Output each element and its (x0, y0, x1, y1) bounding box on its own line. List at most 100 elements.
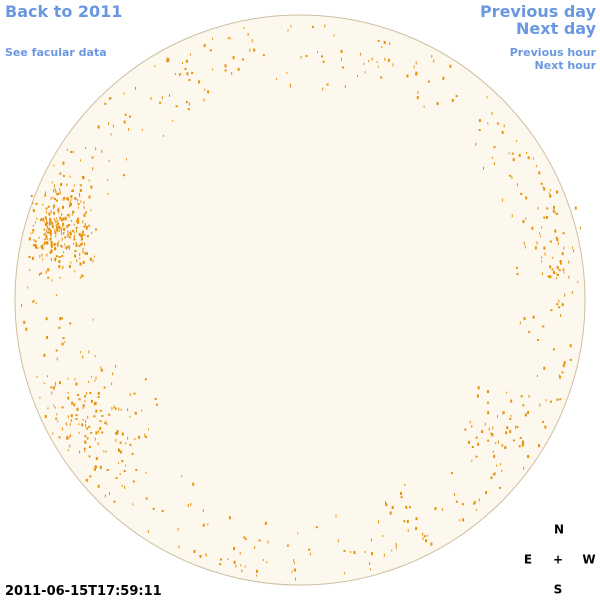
facular-point (532, 315, 535, 319)
facular-point (204, 88, 206, 91)
facular-point (84, 450, 86, 453)
facular-point (66, 148, 68, 151)
facular-point (115, 431, 117, 435)
facular-point (90, 376, 92, 379)
facular-point (57, 242, 59, 246)
facular-point (511, 176, 513, 180)
facular-point (55, 235, 57, 238)
facular-point (547, 275, 550, 278)
next-day-link[interactable]: Next day (516, 19, 597, 38)
facular-point (553, 205, 555, 209)
facular-point (72, 151, 74, 153)
facular-point (405, 505, 408, 509)
facular-point (47, 268, 50, 272)
timestamp: 2011-06-15T17:59:11 (5, 584, 162, 599)
facular-point (501, 198, 503, 202)
facular-point (84, 233, 86, 236)
facular-point (54, 220, 57, 223)
facular-point (77, 206, 79, 209)
facular-point (235, 564, 237, 568)
facular-point (371, 57, 373, 61)
facular-point (43, 241, 46, 244)
facular-point (187, 503, 189, 507)
facular-point (145, 471, 147, 474)
facular-point (79, 184, 82, 187)
facular-point (53, 211, 55, 215)
facular-point (68, 247, 70, 250)
facular-point (98, 430, 100, 434)
previous-hour-link[interactable]: Previous hour (510, 46, 597, 59)
facular-point (94, 465, 97, 469)
facular-point (87, 415, 89, 419)
facular-point (48, 212, 51, 216)
facular-point (56, 357, 58, 361)
facular-point (60, 244, 63, 247)
facular-point (295, 577, 296, 581)
facular-point (67, 246, 68, 249)
facular-point (97, 396, 100, 399)
facular-point (78, 423, 80, 426)
facular-point (51, 391, 53, 395)
facular-point (53, 404, 55, 407)
back-link[interactable]: Back to 2011 (5, 2, 122, 21)
facular-point (523, 466, 525, 470)
facular-point (61, 255, 64, 257)
facular-point (239, 551, 241, 555)
facular-point (404, 483, 406, 486)
facular-point (80, 159, 81, 162)
facular-point (490, 476, 493, 479)
facular-point (99, 465, 102, 469)
facular-point (28, 237, 31, 241)
facular-point (97, 442, 99, 446)
facular-point (509, 174, 512, 177)
facular-point (342, 66, 344, 69)
facular-point (94, 437, 96, 441)
facular-point (556, 190, 559, 194)
facular-point (32, 300, 35, 303)
facular-point (493, 454, 496, 458)
facular-point (80, 200, 82, 203)
next-hour-link[interactable]: Next hour (535, 59, 597, 72)
facular-point (243, 536, 246, 539)
facular-point (522, 442, 524, 446)
facular-point (109, 492, 110, 496)
facular-link[interactable]: See facular data (5, 46, 107, 59)
facular-point (240, 564, 242, 567)
facular-point (85, 225, 88, 228)
facular-point (540, 235, 542, 238)
facular-point (103, 386, 106, 389)
facular-point (534, 246, 537, 250)
facular-point (475, 436, 478, 439)
facular-point (64, 243, 66, 246)
facular-point (62, 265, 64, 268)
facular-point (107, 192, 109, 195)
facular-point (116, 431, 119, 435)
facular-point (161, 96, 163, 100)
facular-point (476, 394, 479, 398)
facular-point (56, 228, 59, 232)
previous-day-link[interactable]: Previous day (480, 2, 597, 21)
facular-point (550, 189, 552, 192)
facular-point (86, 437, 89, 440)
facular-point (62, 222, 65, 226)
facular-point (144, 433, 146, 437)
facular-point (560, 314, 562, 317)
facular-point (504, 446, 507, 450)
facular-point (406, 74, 409, 78)
facular-point (434, 507, 437, 511)
facular-point (66, 423, 68, 426)
facular-point (135, 86, 136, 90)
facular-point (45, 237, 47, 240)
facular-point (563, 271, 565, 274)
facular-point (71, 190, 74, 192)
facular-point (97, 484, 100, 488)
facular-point (475, 508, 477, 511)
facular-point (53, 164, 55, 167)
facular-point (518, 153, 521, 157)
facular-point (88, 179, 90, 182)
facular-point (69, 422, 71, 426)
facular-point (81, 274, 84, 278)
facular-point (48, 231, 51, 234)
facular-point (61, 217, 63, 221)
